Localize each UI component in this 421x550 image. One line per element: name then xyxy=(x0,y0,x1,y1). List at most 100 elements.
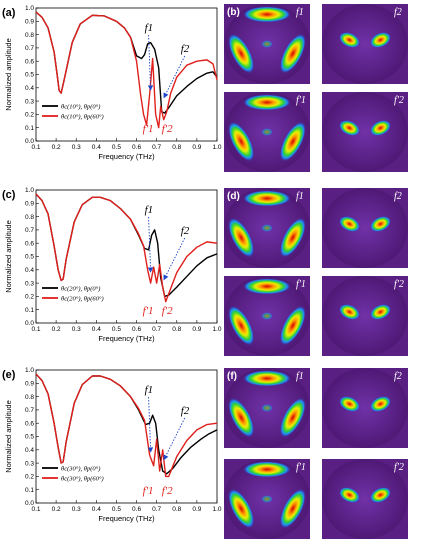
field-hotspot xyxy=(228,217,255,258)
x-tick-label: 0.7 xyxy=(152,326,161,333)
series-line-red xyxy=(35,373,218,478)
panel-label: (c) xyxy=(2,189,16,201)
x-tick-label: 0.8 xyxy=(172,144,181,151)
y-tick-label: 0.8 xyxy=(25,394,34,401)
tile-label: f'2 xyxy=(394,462,404,473)
legend-label: θc(20°), θp(60°) xyxy=(61,295,104,302)
field-map-tile: f2 xyxy=(322,368,408,448)
field-hotspot xyxy=(261,404,273,412)
field-map-tile: f1 xyxy=(224,188,310,268)
x-tick-label: 0.9 xyxy=(192,506,201,513)
annotation-f1-prime: f'1 xyxy=(143,123,154,135)
y-tick-label: 0.0 xyxy=(25,320,34,327)
field-hotspot xyxy=(261,312,273,320)
y-tick-label: 0.9 xyxy=(25,201,34,208)
field-map-tile: f'1 xyxy=(224,92,310,172)
y-axis-label: Normalized amplitude xyxy=(4,38,13,111)
x-tick-label: 0.9 xyxy=(192,144,201,151)
legend-label: θc(10°), θp(0°) xyxy=(61,103,100,110)
tile-haze xyxy=(322,4,408,84)
field-hotspot xyxy=(370,32,391,48)
tile-haze xyxy=(322,92,408,172)
x-tick-label: 0.6 xyxy=(132,144,141,151)
field-map-tile: f'2 xyxy=(322,276,408,356)
x-tick-label: 0.3 xyxy=(72,144,81,151)
tile-label: f'1 xyxy=(296,279,306,290)
field-map-panel: f1 f2 f'1 f'2 (d) xyxy=(224,188,408,356)
y-tick-label: 0.9 xyxy=(25,19,34,26)
y-tick-label: 0.0 xyxy=(25,138,34,145)
tile-haze xyxy=(322,276,408,356)
field-hotspot xyxy=(370,487,391,503)
tile-label: f'1 xyxy=(296,462,306,473)
arrow-f2 xyxy=(163,417,186,461)
y-tick-label: 0.0 xyxy=(25,500,34,507)
legend-label: θc(10°), θp(60°) xyxy=(61,113,104,120)
y-tick-label: 0.5 xyxy=(25,434,34,441)
field-hotspot xyxy=(339,120,360,136)
field-hotspot xyxy=(279,33,306,74)
y-tick-label: 0.7 xyxy=(25,227,34,234)
field-hotspot xyxy=(279,488,306,529)
field-map-tile: f1 xyxy=(224,368,310,448)
y-tick-label: 0.4 xyxy=(25,447,34,454)
field-hotspot xyxy=(261,495,273,503)
field-hotspot xyxy=(339,304,360,320)
panel-label: (b) xyxy=(227,7,240,18)
field-hotspot xyxy=(243,94,291,111)
annotation-f1-prime: f'1 xyxy=(143,485,154,497)
field-hotspot xyxy=(279,121,306,162)
x-tick-label: 1.0 xyxy=(212,326,221,333)
field-hotspot xyxy=(243,190,291,207)
tile-label: f2 xyxy=(394,371,402,382)
field-hotspot xyxy=(279,217,306,258)
field-hotspot xyxy=(339,32,360,48)
panel-label: (a) xyxy=(2,7,16,19)
field-hotspot xyxy=(228,488,255,529)
field-hotspot xyxy=(261,40,273,48)
field-map-tile: f'1 xyxy=(224,276,310,356)
y-tick-label: 0.7 xyxy=(25,407,34,414)
series-line-red xyxy=(35,11,218,129)
y-tick-label: 0.3 xyxy=(25,460,34,467)
y-tick-label: 0.5 xyxy=(25,72,34,79)
field-map-tile: f2 xyxy=(322,4,408,84)
x-tick-label: 0.1 xyxy=(31,144,40,151)
field-hotspot xyxy=(261,128,273,136)
chart-panel: (a)0.1 0.2 0.3 0.4 0.5 0.6 0.7 0.8 0.9 1.00.00.10… xyxy=(2,5,222,161)
tile-label: f1 xyxy=(296,7,304,18)
annotation-f2-prime: f'2 xyxy=(162,305,173,317)
y-tick-label: 0.8 xyxy=(25,32,34,39)
x-tick-label: 0.4 xyxy=(92,506,101,513)
field-hotspot xyxy=(370,304,391,320)
x-tick-label: 0.3 xyxy=(72,506,81,513)
annotation-f2-prime: f'2 xyxy=(162,485,173,497)
annotation-f1: f1 xyxy=(145,384,154,396)
y-tick-label: 0.6 xyxy=(25,420,34,427)
field-map-tile: f'2 xyxy=(322,459,408,539)
field-map-tile: f'1 xyxy=(224,459,310,539)
y-axis-label: Normalized amplitude xyxy=(4,400,13,473)
x-tick-label: 0.6 xyxy=(132,326,141,333)
x-tick-label: 0.5 xyxy=(112,326,121,333)
y-tick-label: 0.9 xyxy=(25,381,34,388)
field-hotspot xyxy=(370,120,391,136)
tile-label: f2 xyxy=(394,7,402,18)
y-tick-label: 0.1 xyxy=(25,125,34,132)
annotation-f1: f1 xyxy=(145,204,154,216)
x-tick-label: 1.0 xyxy=(212,506,221,513)
tile-label: f'2 xyxy=(394,279,404,290)
field-hotspot xyxy=(370,396,391,412)
field-hotspot xyxy=(228,305,255,346)
series-line-black xyxy=(35,11,218,114)
x-tick-label: 0.5 xyxy=(112,144,121,151)
y-tick-label: 1.0 xyxy=(25,5,34,12)
plot-frame xyxy=(35,7,218,142)
y-tick-label: 1.0 xyxy=(25,367,34,374)
field-hotspot xyxy=(279,305,306,346)
x-tick-label: 1.0 xyxy=(212,144,221,151)
legend-label: θc(30°), θp(60°) xyxy=(61,475,104,482)
x-tick-label: 0.4 xyxy=(92,144,101,151)
x-tick-label: 0.2 xyxy=(52,326,61,333)
